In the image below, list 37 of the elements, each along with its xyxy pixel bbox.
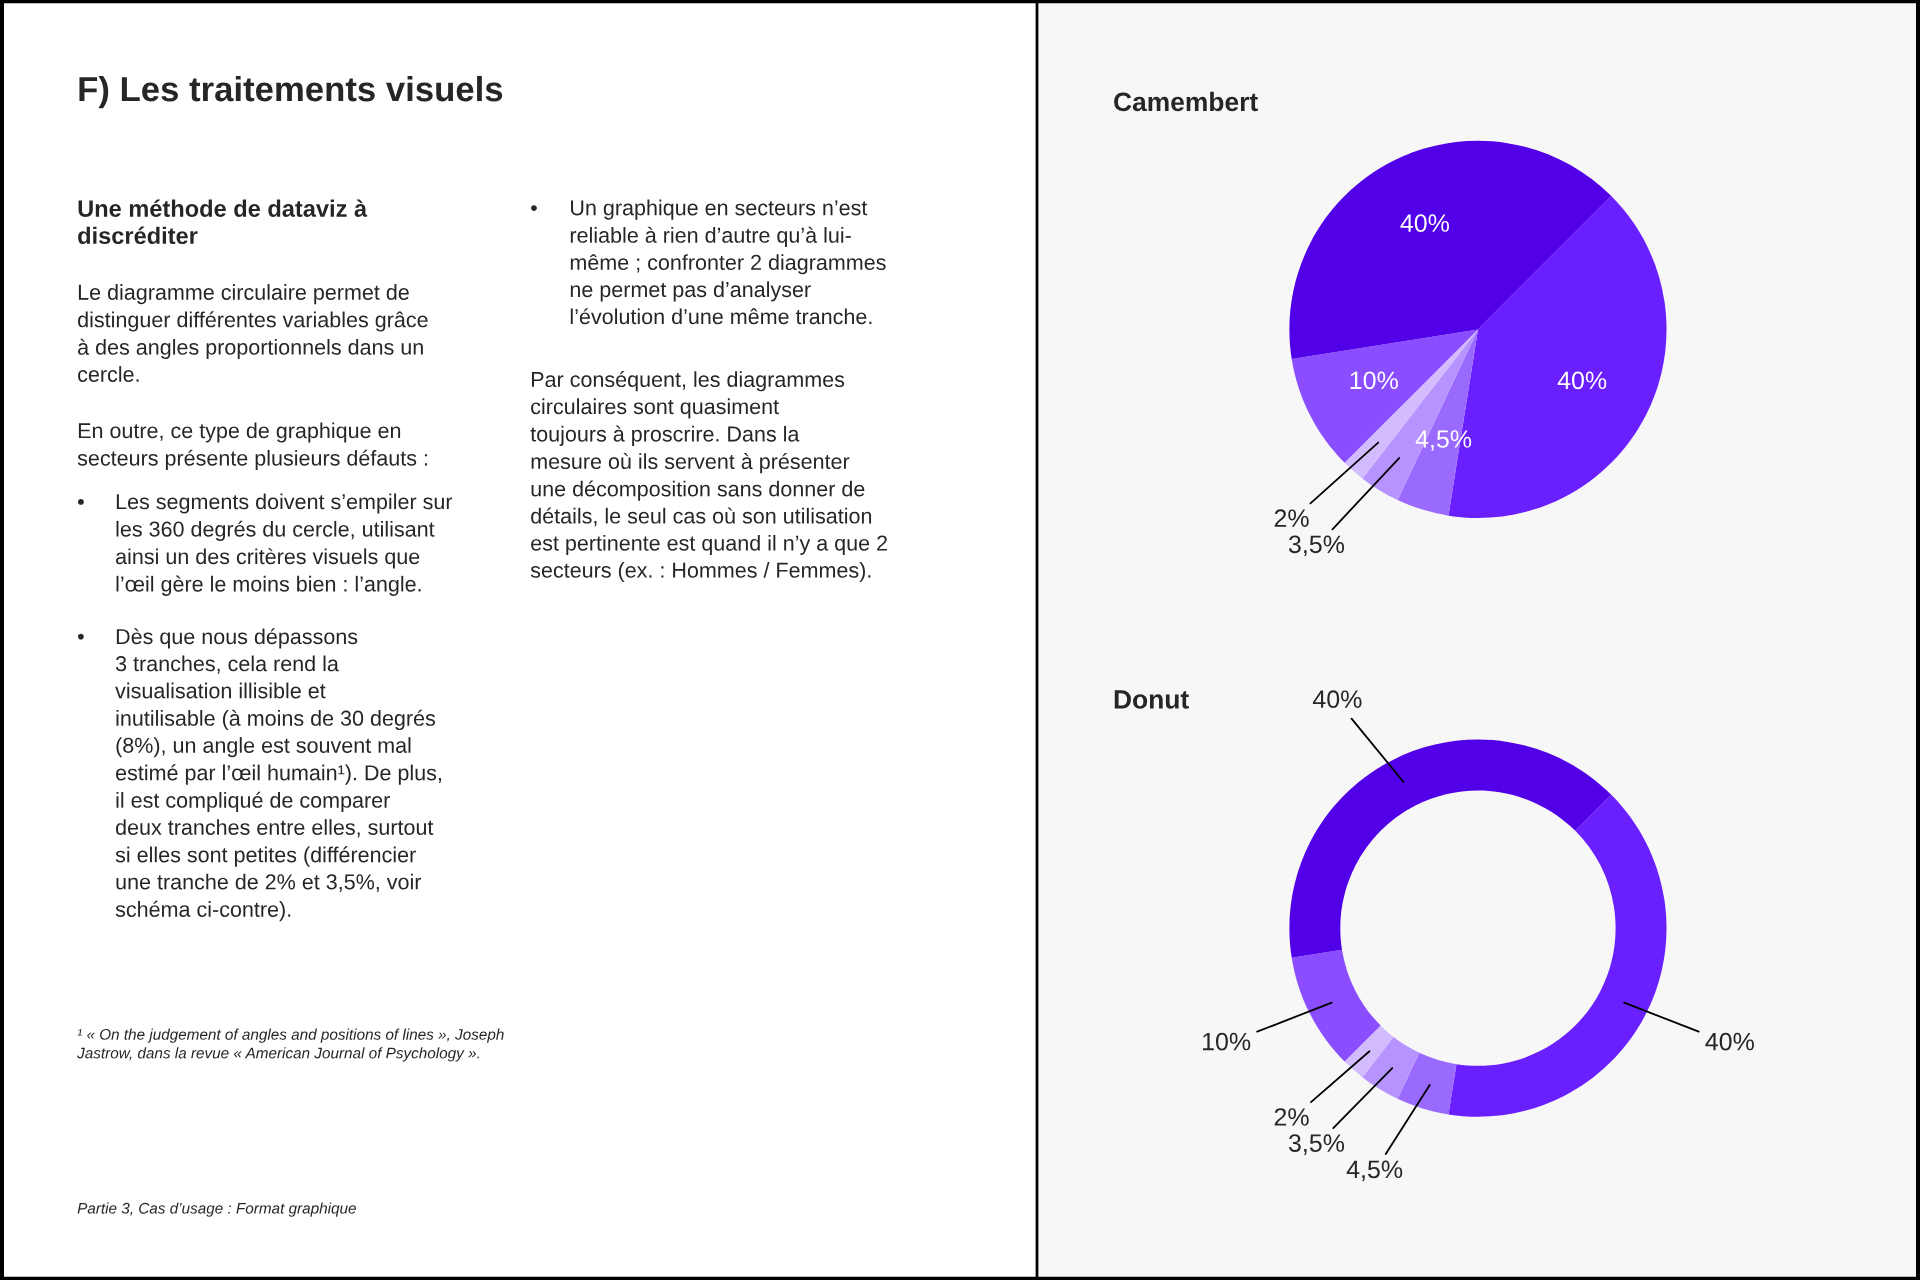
data-label: 2% [1274,1108,1309,1126]
text: Une méthode de dataviz à discréditer [78,199,368,245]
pie-slice [1344,329,1478,479]
donut-slice [1362,1036,1420,1099]
pie-slice [1289,140,1612,359]
text: • [77,633,84,640]
text: ¹ « On the judgement of angles and positions of lines », Joseph Jastrow, dans la revue « American Journal of Psychology ». [77,1028,504,1062]
donut-slice [1291,949,1381,1062]
data-label: 4,5% [1415,430,1472,451]
text: Un graphique en secteurs n’est reliable à rien d’autre qu’à lui- même ; confronter 2 diagrammes ne permet pas d’analyser l’évolution d’une même tranche. [570,199,886,325]
text: Le diagramme circulaire permet de distinguer différentes variables grâce à des angles proportionnels dans un cercle. [78,284,428,382]
data-label: 40% [1312,690,1362,709]
data-label: 40% [1705,1032,1754,1051]
text: En outre, ce type de graphique en secteurs présente plusieurs défauts : [77,422,427,470]
donut-slice [1289,739,1612,958]
text: • [77,499,84,505]
donut-slice [1448,794,1667,1117]
chart-title: Camembert [1114,91,1258,112]
data-label: 3,5% [1288,1134,1345,1155]
data-label: 40% [1557,371,1607,390]
data-label: 10% [1203,1032,1251,1051]
data-label: 4,5% [1346,1160,1403,1182]
text: Dès que nous dépassons 3 tranches, cela rend la visualisation illisible et inutilisable (à moins de 30 degrés (8%), un angle est souvent mal estimé par l’œil humain¹). De plus, il est compliqué de comparer deux tranches entre elles, surtout si elles sont petites (différencier une tranche de 2% et 3,5%, voir schéma ci-contre). [115,628,441,922]
pie-slice [1291,329,1478,463]
data-label: 3,5% [1288,535,1345,557]
donut-slice [1397,1052,1457,1115]
chart-title: Donut [1114,690,1189,709]
data-label: 40% [1400,214,1450,232]
data-label: 2% [1274,509,1309,527]
donut-slice [1344,1025,1394,1078]
data-label: 10% [1350,371,1398,390]
text: Par conséquent, les diagrammes circulaires sont quasiment toujours à proscrire. Dans la mesure où ils servent à présenter une décomposition sans donner de détails, le seul cas où son utilisation est pertinente est quand il n’y a que 2 secteurs (ex. : Hommes / Femmes). [530,371,887,583]
text: Partie 3, Cas d’usage : Format graphique [77,1202,356,1217]
text: F) Les traitements visuels [79,75,503,109]
text: Les segments doivent s’empiler sur les 360 degrés du cercle, utilisant ainsi un des critères visuels que l’œil gère le moins bien : l’angle. [116,493,453,596]
pie-slice [1397,329,1478,516]
text: • [531,205,537,211]
